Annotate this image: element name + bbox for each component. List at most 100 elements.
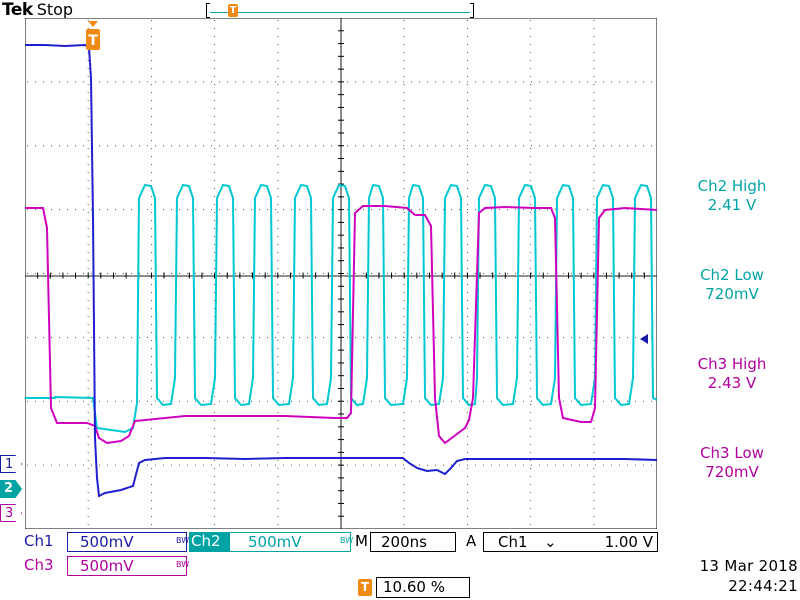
grid-dot <box>571 81 572 83</box>
trigger-position-marker[interactable]: T <box>85 21 101 52</box>
grid-dot <box>466 196 468 197</box>
grid-dot <box>427 209 428 211</box>
grid-dot <box>150 436 152 437</box>
grid-dot <box>219 464 220 466</box>
grid-dot <box>563 145 564 147</box>
grid-dot <box>214 436 216 437</box>
record-view-bar[interactable]: T <box>206 3 474 18</box>
grid-dot <box>403 452 405 453</box>
waveform-display[interactable] <box>25 18 657 529</box>
trigger-level-arrow-icon[interactable] <box>640 334 648 344</box>
grid-dot <box>291 400 292 402</box>
grid-dot <box>179 336 180 338</box>
ch2-scale[interactable]: 500mV BW <box>229 532 353 552</box>
grid-dot <box>403 332 405 333</box>
grid-dot <box>466 292 468 293</box>
grid-dot <box>67 336 68 338</box>
grid-dot <box>403 284 405 285</box>
ch3-scale[interactable]: 500mV BW <box>67 556 189 576</box>
grid-dot <box>547 400 548 402</box>
grid-dot <box>419 400 420 402</box>
grid-dot <box>331 209 332 211</box>
grid-dot <box>214 292 216 293</box>
grid-dot <box>83 273 84 274</box>
grid-dot <box>466 524 468 525</box>
grid-dot <box>627 400 628 402</box>
grid-dot <box>27 400 28 402</box>
grid-dot <box>291 145 292 147</box>
trigger-settings[interactable]: Ch1 ⌄ 1.00 V <box>483 532 658 552</box>
grid-dot <box>214 108 216 109</box>
grid-dot <box>83 81 84 83</box>
grid-dot <box>379 400 380 402</box>
grid-dot <box>87 100 89 101</box>
grid-dot <box>150 484 152 485</box>
grid-dot <box>243 464 244 466</box>
grid-dot <box>467 145 468 147</box>
grid-dot <box>87 396 89 397</box>
grid-dot <box>466 460 468 461</box>
grid-dot <box>27 273 28 274</box>
grid-dot <box>150 60 152 61</box>
grid-dot <box>214 180 216 181</box>
grid-dot <box>579 336 580 338</box>
ch1-ground-marker[interactable]: 1 <box>0 455 22 473</box>
grid-dot <box>475 464 476 466</box>
grid-dot <box>267 336 268 338</box>
grid-dot <box>87 20 89 21</box>
grid-dot <box>395 81 396 83</box>
grid-dot <box>214 460 216 461</box>
grid-dot <box>147 273 148 274</box>
grid-dot <box>115 273 116 274</box>
grid-dot <box>635 273 636 274</box>
grid-dot <box>467 464 468 466</box>
grid-dot <box>530 60 532 61</box>
grid-dot <box>214 476 216 477</box>
grid-dot <box>593 228 595 229</box>
grid-dot <box>214 396 216 397</box>
grid-dot <box>214 196 216 197</box>
ch1-scale[interactable]: 500mV BW <box>67 532 189 552</box>
grid-dot <box>179 273 180 274</box>
grid-dot <box>403 464 404 466</box>
grid-dot <box>530 492 532 493</box>
grid-dot <box>531 336 532 338</box>
grid-dot <box>403 244 405 245</box>
grid-dot <box>466 468 468 469</box>
grid-dot <box>87 412 89 413</box>
grid-dot <box>277 212 279 213</box>
grid-dot <box>555 209 556 211</box>
grid-dot <box>219 81 220 83</box>
grid-dot <box>307 209 308 211</box>
grid-dot <box>419 273 420 274</box>
grid-dot <box>139 464 140 466</box>
grid-dot <box>419 464 420 466</box>
grid-dot <box>466 308 468 309</box>
grid-dot <box>587 336 588 338</box>
grid-dot <box>579 145 580 147</box>
grid-dot <box>547 336 548 338</box>
grid-dot <box>277 28 279 29</box>
ch3-ground-marker[interactable]: 3 <box>0 504 22 522</box>
trigger-T-icon: T <box>228 4 238 17</box>
grid-dot <box>277 412 279 413</box>
grid-dot <box>466 260 468 261</box>
grid-dot <box>150 100 152 101</box>
grid-dot <box>277 484 279 485</box>
grid-dot <box>593 268 595 269</box>
grid-dot <box>227 145 228 147</box>
grid-dot <box>515 145 516 147</box>
grid-dot <box>466 36 468 37</box>
grid-dot <box>451 209 452 211</box>
grid-dot <box>155 81 156 83</box>
grid-dot <box>277 516 279 517</box>
trigger-position-value[interactable]: 10.60 % <box>376 577 470 598</box>
grid-dot <box>530 484 532 485</box>
timebase-value[interactable]: 200ns <box>370 532 456 552</box>
ch2-ground-marker[interactable]: 2 <box>0 480 22 498</box>
grid-dot <box>87 132 89 133</box>
grid-dot <box>83 209 84 211</box>
grid-dot <box>371 145 372 147</box>
grid-dot <box>259 336 260 338</box>
grid-dot <box>235 400 236 402</box>
